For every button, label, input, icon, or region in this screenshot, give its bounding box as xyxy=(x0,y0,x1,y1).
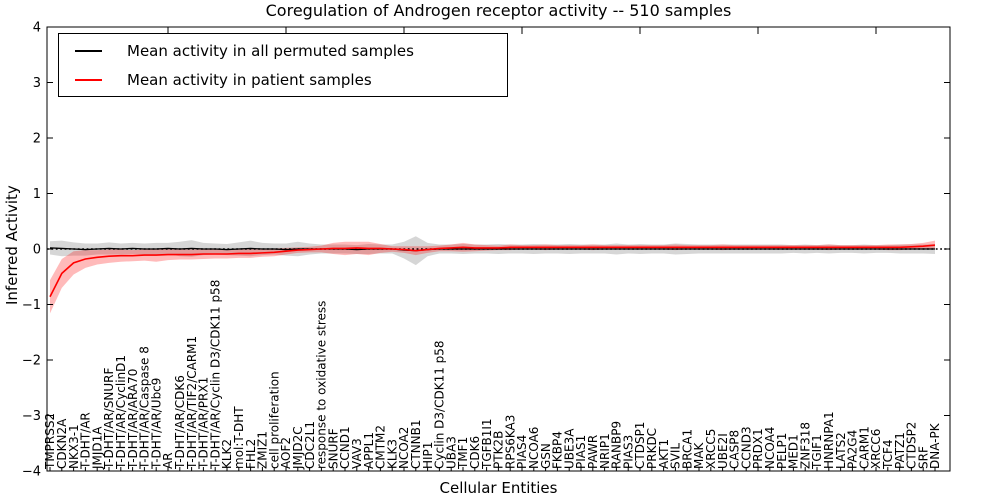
x-tick-label: PIAS3 xyxy=(621,435,635,469)
x-tick-label: GSN xyxy=(539,443,553,469)
y-tick-label: 0 xyxy=(33,243,41,258)
y-tick-label: 2 xyxy=(33,132,41,147)
x-tick-label: SNURF xyxy=(326,428,340,469)
x-tick-label: NCOA4 xyxy=(763,427,777,469)
x-tick-label: TCF4 xyxy=(881,439,895,470)
x-tick-label: HIP1 xyxy=(421,442,435,469)
x-tick-label: AOF2 xyxy=(279,437,293,469)
legend-label-patient: Mean activity in patient samples xyxy=(127,70,372,89)
x-tick-label: CTNNB1 xyxy=(409,419,423,469)
legend: Mean activity in all permuted samples Me… xyxy=(58,33,508,97)
x-tick-label: PA2G4 xyxy=(846,430,860,469)
x-tick-label: BRCA1 xyxy=(680,429,694,469)
series-line-permuted xyxy=(49,247,935,252)
x-tick-label: T-DHT/AR/Cyclin D3/CDK11 p58 xyxy=(208,280,222,470)
x-tick-label: PTK2B xyxy=(492,431,506,469)
x-tick-label: RPS6KA3 xyxy=(503,415,517,469)
x-tick-label: T-DHT/AR/SNURF xyxy=(102,368,116,471)
x-tick-label: PRKDC xyxy=(645,428,659,469)
x-tick-label: T-DHT/AR/PRX1 xyxy=(197,377,211,470)
x-tick-label: TGFB1I1 xyxy=(480,418,494,470)
x-tick-label: HNRNPA1 xyxy=(822,411,836,469)
x-tick-label: cell proliferation xyxy=(267,371,281,469)
x-tick-label: CCND3 xyxy=(739,426,753,469)
x-tick-label: T-DHT/AR/Ubc9 xyxy=(149,378,163,470)
x-tick-label: ZMIZ1 xyxy=(256,431,270,469)
x-tick-label: CDC2L1 xyxy=(303,421,317,469)
x-tick-label: PIAS1 xyxy=(574,435,588,469)
legend-label-permuted: Mean activity in all permuted samples xyxy=(127,41,414,60)
y-tick-label: −3 xyxy=(22,409,41,424)
x-tick-label: LATS2 xyxy=(834,432,848,469)
x-tick-label: T-DHT/AR/TIF2/CARM1 xyxy=(185,336,199,470)
x-tick-label: VAV3 xyxy=(350,438,364,469)
x-tick-label: CMTM2 xyxy=(374,425,388,469)
x-tick-label: RANBP9 xyxy=(610,421,624,469)
legend-item-patient: Mean activity in patient samples xyxy=(59,70,507,90)
band-permuted xyxy=(50,236,935,266)
x-tick-label: response to oxidative stress xyxy=(315,301,329,469)
x-tick-label: T-DHT/AR/ARA70 xyxy=(126,369,140,470)
y-tick-label: 1 xyxy=(33,187,41,202)
x-tick-label: FHL2 xyxy=(244,439,258,469)
x-tick-label: XRCC6 xyxy=(869,429,883,469)
x-tick-label: CTDSP2 xyxy=(905,422,919,469)
x-tick-label: ZNF318 xyxy=(798,422,812,469)
chart-title: Coregulation of Androgen receptor activi… xyxy=(265,1,732,20)
x-tick-label: KLK3 xyxy=(385,439,399,469)
x-tick-label: NCOA6 xyxy=(527,427,541,469)
x-tick-label: JMJD2C xyxy=(291,426,305,470)
x-tick-label: T-DHT/AR xyxy=(79,412,93,470)
x-tick-label: JMJD1A xyxy=(90,426,104,470)
x-tick-label: UBE3A xyxy=(562,428,576,469)
x-tick-label: NCOA2 xyxy=(397,427,411,469)
x-tick-label: AR xyxy=(161,452,175,469)
x-tick-label: CDK6 xyxy=(468,436,482,469)
x-tick-label: NRIP1 xyxy=(598,433,612,469)
x-tick-label: CARM1 xyxy=(857,426,871,469)
x-tick-label: CDKN2A xyxy=(55,418,69,469)
x-axis-label: Cellular Entities xyxy=(439,479,558,497)
x-tick-label: CCND1 xyxy=(338,426,352,469)
x-tick-label: FKBP4 xyxy=(551,431,565,469)
patient-line-swatch xyxy=(75,78,102,81)
y-tick-label: −4 xyxy=(22,465,41,480)
x-tick-label: UBE2I xyxy=(716,433,730,469)
x-tick-label: CTDSP1 xyxy=(633,422,647,469)
y-tick-label: 4 xyxy=(33,21,41,36)
x-tick-label: PAWR xyxy=(586,435,600,469)
x-tick-label: PELP1 xyxy=(775,433,789,469)
legend-item-permuted: Mean activity in all permuted samples xyxy=(59,41,507,61)
y-tick-label: −2 xyxy=(22,354,41,369)
x-tick-label: PIAS4 xyxy=(515,435,529,469)
x-tick-label: DNA-PK xyxy=(928,422,942,469)
x-tick-label: UBA3 xyxy=(444,436,458,469)
x-tick-label: CASP8 xyxy=(728,430,742,469)
x-tick-label: TMF1 xyxy=(456,437,470,470)
x-tick-label: T-DHT/AR/Caspase 8 xyxy=(138,346,152,470)
x-tick-label: MED1 xyxy=(787,434,801,469)
x-tick-label: Cyclin D3/CDK11 p58 xyxy=(433,340,447,469)
y-tick-label: −1 xyxy=(22,298,41,313)
x-tick-label: XRCC5 xyxy=(704,429,718,469)
x-tick-label: T-DHT/AR/CDK6 xyxy=(173,375,187,470)
permuted-line-swatch xyxy=(75,49,102,52)
x-tick-label: SVIL xyxy=(669,443,683,469)
x-tick-label: KLK2 xyxy=(220,439,234,469)
x-tick-label: PRDX1 xyxy=(751,428,765,469)
x-tick-label: PATZ1 xyxy=(893,432,907,469)
series-line-patient xyxy=(49,244,936,298)
x-tick-label: T-DHT/AR/CyclinD1 xyxy=(114,355,128,470)
x-tick-label: SRF xyxy=(916,446,930,469)
x-tick-label: TGIF1 xyxy=(810,434,824,470)
x-tick-label: MAK xyxy=(692,441,706,469)
x-tick-label: APPL1 xyxy=(362,432,376,469)
x-tick-label: AKT1 xyxy=(657,439,671,469)
x-tick-label: TMPRSS2 xyxy=(43,413,57,470)
y-tick-label: 3 xyxy=(33,76,41,91)
x-tick-label: mol:T-DHT xyxy=(232,406,246,469)
x-tick-label: NKX3-1 xyxy=(67,424,81,469)
